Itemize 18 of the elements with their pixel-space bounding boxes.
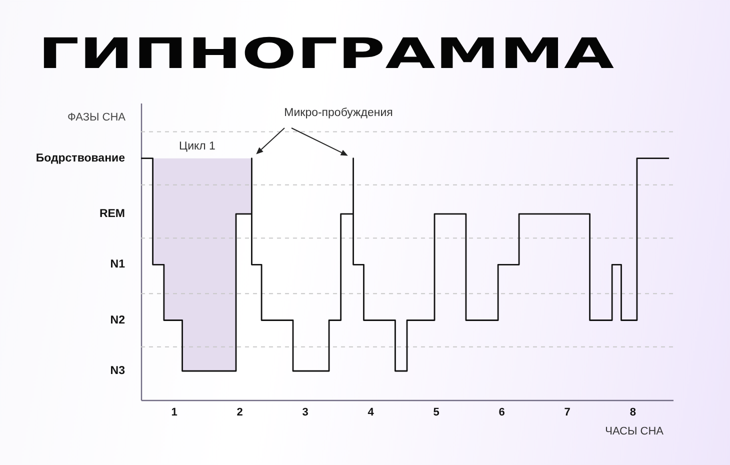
x-tick-label: 1 xyxy=(171,406,178,418)
x-tick-label: 4 xyxy=(368,406,375,418)
x-axis-title: ЧАСЫ СНА xyxy=(605,426,664,438)
text: Микро-пробуждения xyxy=(284,107,393,119)
x-tick-label: 7 xyxy=(564,406,570,418)
text: N1 xyxy=(110,258,126,271)
text: Бодрствование xyxy=(36,152,125,164)
x-tick-label: 5 xyxy=(433,406,440,418)
y-axis-title: ФАЗЫ СНА xyxy=(68,112,126,124)
text: N2 xyxy=(110,314,125,326)
x-tick-label: 8 xyxy=(630,406,636,418)
chart-title: ГИПНОГРАММА xyxy=(38,29,614,78)
x-tick-label: 6 xyxy=(498,406,505,418)
text: N3 xyxy=(110,365,125,377)
text: Цикл 1 xyxy=(179,140,216,152)
x-tick-label: 2 xyxy=(236,406,243,418)
x-tick-label: 3 xyxy=(302,406,308,418)
text: REM xyxy=(99,208,125,220)
